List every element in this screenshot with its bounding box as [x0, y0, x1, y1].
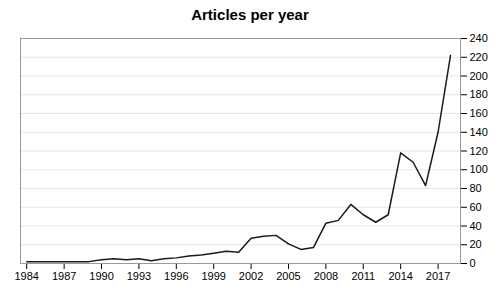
svg-text:220: 220 [470, 51, 488, 63]
svg-text:80: 80 [470, 182, 482, 194]
svg-text:200: 200 [470, 70, 488, 82]
svg-text:0: 0 [470, 257, 476, 269]
svg-text:140: 140 [470, 126, 488, 138]
svg-text:2011: 2011 [351, 270, 375, 282]
svg-text:1996: 1996 [164, 270, 188, 282]
svg-text:2008: 2008 [314, 270, 338, 282]
svg-text:60: 60 [470, 201, 482, 213]
svg-text:160: 160 [470, 107, 488, 119]
svg-text:240: 240 [470, 32, 488, 44]
svg-text:1993: 1993 [127, 270, 151, 282]
svg-text:20: 20 [470, 238, 482, 250]
svg-text:120: 120 [470, 145, 488, 157]
svg-text:1987: 1987 [52, 270, 76, 282]
svg-text:180: 180 [470, 88, 488, 100]
svg-text:2002: 2002 [239, 270, 263, 282]
svg-text:2005: 2005 [276, 270, 300, 282]
svg-text:1990: 1990 [89, 270, 113, 282]
svg-text:2017: 2017 [426, 270, 450, 282]
svg-text:40: 40 [470, 220, 482, 232]
svg-text:1999: 1999 [201, 270, 225, 282]
html-text:Articles per year: Articles per year [191, 6, 309, 23]
svg-text:2014: 2014 [388, 270, 412, 282]
svg-text:100: 100 [470, 163, 488, 175]
svg-text:1984: 1984 [14, 270, 38, 282]
